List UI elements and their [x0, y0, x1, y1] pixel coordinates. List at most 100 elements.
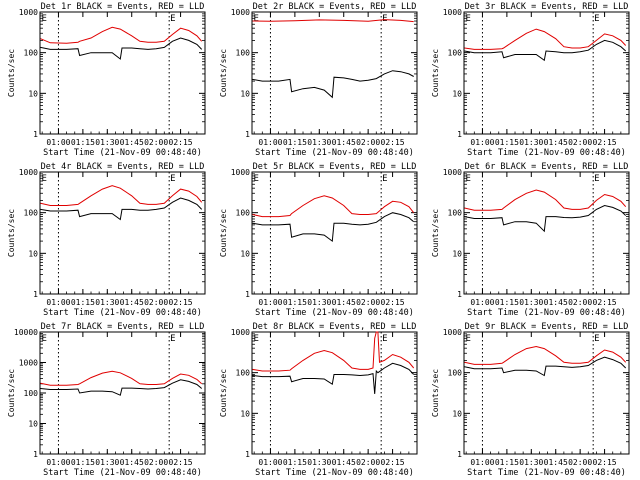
detector-panel-9: Det 9r BLACK = Events, RED = LLD 1 10 100 10… [431, 322, 630, 478]
plot-frame [251, 331, 418, 455]
marker-label: E [382, 334, 387, 344]
plot-frame [39, 171, 206, 295]
x-axis-label: Start Time (21-Nov-09 00:48:40) [467, 148, 626, 158]
y-tick-label: 100 [236, 49, 251, 58]
y-tick-label: 10 [28, 420, 38, 429]
events-rate-line [464, 39, 627, 62]
plot-frame [39, 11, 206, 135]
x-tick-label: 02:00 [568, 458, 592, 467]
y-tick-label: 1 [457, 130, 462, 139]
panel-title: Det 9r BLACK = Events, RED = LLD [465, 322, 629, 332]
y-tick-label: 1 [33, 450, 38, 459]
x-axis-label: Start Time (21-Nov-09 00:48:40) [467, 468, 626, 478]
x-tick-label: 01:00 [46, 298, 70, 307]
y-tick-label: 1000 [443, 328, 462, 337]
x-axis-label: Start Time (21-Nov-09 00:48:40) [255, 308, 414, 318]
x-tick-label: 01:30 [307, 298, 331, 307]
x-tick-label: 01:45 [120, 298, 144, 307]
y-axis-label: Counts/sec [7, 209, 16, 257]
detector-panel-8: Det 8r BLACK = Events, RED = LLD 1 10 100 10… [219, 322, 418, 478]
y-tick-label: 10 [28, 249, 38, 258]
marker-label: E [170, 174, 175, 184]
y-tick-label: 100 [236, 209, 251, 218]
x-axis-label: Start Time (21-Nov-09 00:48:40) [43, 308, 202, 318]
x-tick-label: 01:00 [258, 298, 282, 307]
x-tick-label: 02:00 [568, 298, 592, 307]
x-tick-label: 01:15 [71, 458, 95, 467]
plot-frame [463, 11, 630, 135]
plot-frame [39, 331, 206, 455]
y-tick-label: 10000 [14, 328, 38, 337]
marker-label: E [466, 334, 471, 344]
plot-frame [251, 171, 418, 295]
x-tick-label: 01:45 [544, 458, 568, 467]
y-tick-label: 10 [452, 89, 462, 98]
x-tick-label: 02:00 [568, 138, 592, 147]
x-tick-label: 01:00 [470, 458, 494, 467]
marker-label: E [254, 334, 259, 344]
x-tick-label: 01:30 [307, 138, 331, 147]
x-tick-label: 02:15 [593, 458, 617, 467]
detector-panel-5: Det 5r BLACK = Events, RED = LLD 1 10 100 10… [219, 162, 418, 318]
y-tick-label: 1000 [19, 359, 38, 368]
x-tick-label: 01:45 [332, 458, 356, 467]
y-tick-label: 1 [245, 290, 250, 299]
plot-frame [251, 11, 418, 135]
x-tick-label: 01:30 [95, 458, 119, 467]
detector-panel-4: Det 4r BLACK = Events, RED = LLD 1 10 100 10… [7, 162, 206, 318]
x-tick-label: 01:30 [519, 458, 543, 467]
y-axis-label: Counts/sec [431, 49, 440, 97]
panel-title: Det 2r BLACK = Events, RED = LLD [253, 2, 417, 12]
plot-frame [463, 331, 630, 455]
y-tick-label: 10 [240, 89, 250, 98]
x-tick-label: 01:15 [283, 298, 307, 307]
lld-rate-line [464, 189, 627, 211]
lld-rate-line [464, 345, 627, 365]
x-axis-label: Start Time (21-Nov-09 00:48:40) [43, 468, 202, 478]
y-tick-label: 1 [457, 290, 462, 299]
lld-rate-line [252, 19, 414, 23]
y-axis-label: Counts/sec [219, 369, 228, 417]
events-rate-line [40, 379, 203, 396]
panel-title: Det 5r BLACK = Events, RED = LLD [253, 162, 417, 172]
x-tick-label: 01:00 [470, 138, 494, 147]
lld-rate-line [252, 331, 415, 372]
x-tick-label: 01:15 [283, 138, 307, 147]
marker-label: E [170, 14, 175, 24]
x-tick-label: 01:30 [95, 298, 119, 307]
lld-rate-line [252, 195, 415, 218]
marker-label: E [382, 174, 387, 184]
y-tick-label: 1000 [231, 168, 250, 177]
y-tick-label: 1000 [443, 8, 462, 17]
x-tick-label: 01:30 [519, 138, 543, 147]
x-tick-label: 01:00 [470, 298, 494, 307]
x-tick-label: 01:45 [332, 298, 356, 307]
marker-label: E [594, 174, 599, 184]
x-axis-label: Start Time (21-Nov-09 00:48:40) [467, 308, 626, 318]
y-axis-label: Counts/sec [219, 209, 228, 257]
x-tick-label: 01:30 [519, 298, 543, 307]
panel-title: Det 8r BLACK = Events, RED = LLD [253, 322, 417, 332]
panel-title: Det 6r BLACK = Events, RED = LLD [465, 162, 629, 172]
lld-rate-line [40, 370, 203, 386]
events-rate-line [40, 37, 203, 60]
y-tick-label: 100 [236, 369, 251, 378]
marker-label: E [42, 334, 47, 344]
x-tick-label: 01:00 [258, 138, 282, 147]
y-axis-label: Counts/sec [7, 49, 16, 97]
y-tick-label: 10 [452, 249, 462, 258]
panel-title: Det 1r BLACK = Events, RED = LLD [41, 2, 205, 12]
panel-title: Det 7r BLACK = Events, RED = LLD [41, 322, 205, 332]
y-axis-label: Counts/sec [219, 49, 228, 97]
y-axis-label: Counts/sec [7, 369, 16, 417]
lld-rate-line [464, 28, 627, 50]
marker-label: E [254, 14, 259, 24]
marker-label: E [170, 334, 175, 344]
y-tick-label: 1 [245, 450, 250, 459]
marker-label: E [42, 14, 47, 24]
y-tick-label: 1 [457, 450, 462, 459]
x-tick-label: 01:30 [307, 458, 331, 467]
x-tick-label: 01:15 [71, 138, 95, 147]
events-rate-line [464, 356, 627, 377]
y-tick-label: 100 [448, 209, 463, 218]
